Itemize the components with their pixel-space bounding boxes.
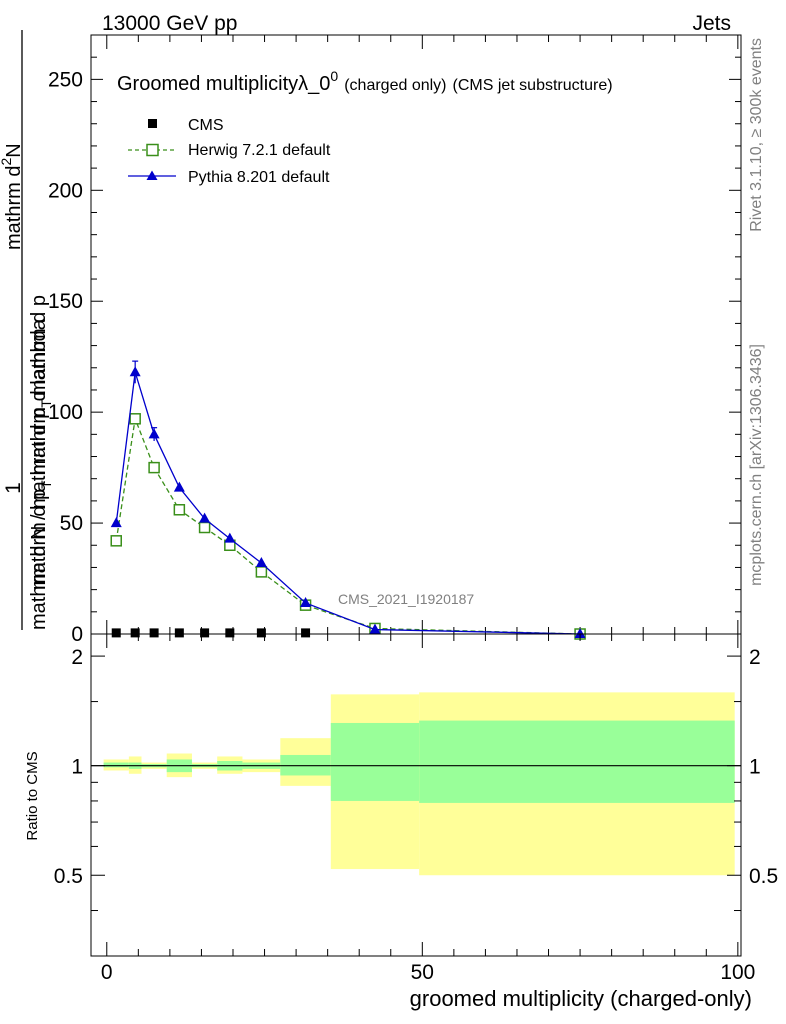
ratio-y-tick-label: 1 xyxy=(71,756,83,779)
cms-point xyxy=(200,628,210,638)
ylabel-denominator: mathrm d N / mathrm d pTmathrm d p xyxy=(28,295,54,630)
ratio-y-axis-label: Ratio to CMS xyxy=(24,751,41,840)
header-left: 13000 GeV pp xyxy=(102,12,237,35)
herwig-point xyxy=(198,521,211,534)
cms-point xyxy=(256,628,266,638)
pythia-point xyxy=(255,557,267,568)
ylabel-denom-b: mathrm d p xyxy=(28,295,50,396)
legend-herwig-label: Herwig 7.2.1 default xyxy=(188,142,331,159)
legend-cms-marker xyxy=(148,119,157,128)
legend: CMS Herwig 7.2.1 default Pythia 8.201 de… xyxy=(128,117,331,186)
mcplots-label: mcplots.cern.ch [arXiv:1306.3436] xyxy=(748,344,765,586)
herwig-point xyxy=(148,461,160,474)
ratio-y-tick-label-right: 0.5 xyxy=(749,865,778,888)
ratio-y-tick-label-right: 2 xyxy=(749,646,761,669)
ratio-y-tick-label: 0.5 xyxy=(54,865,83,888)
pythia-point xyxy=(199,512,211,523)
main-plot-panel: 0 50 100 150 200 250 CMS_2021_I1920187 Groome… xyxy=(0,30,742,646)
rivet-label: Rivet 3.1.10, ≥ 300k events xyxy=(748,38,765,232)
pythia-point xyxy=(148,428,160,439)
pythia-point xyxy=(110,517,122,528)
pythia-point xyxy=(300,596,312,607)
ylabel-denom-sub: T xyxy=(38,399,54,408)
main-y-tick-label: 150 xyxy=(48,290,83,313)
pythia-point xyxy=(173,481,185,492)
ratio-uncertainty-bands xyxy=(103,692,735,876)
ylabel-denom-a: mathrm d N / mathrm d p xyxy=(28,408,50,630)
cms-point xyxy=(174,628,184,638)
ratio-axis-ticks: 0.5 0.5 1 1 2 2 0 50 100 xyxy=(54,634,778,984)
main-y-tick-label: 100 xyxy=(48,401,83,424)
ylabel-numer-b: N xyxy=(3,143,25,157)
ylabel-numer-a: mathrm d xyxy=(3,166,25,250)
pythia-point xyxy=(224,532,236,543)
ratio-band-stat xyxy=(419,720,735,803)
main-axis-ticks: 0 50 100 150 200 250 xyxy=(48,34,741,646)
watermark: CMS_2021_I1920187 xyxy=(338,591,474,607)
chart-title-main: Groomed multiplicityλ_0 xyxy=(117,73,330,95)
main-y-tick-label: 250 xyxy=(48,68,83,91)
x-tick-label: 100 xyxy=(720,961,755,984)
header-right: Jets xyxy=(692,12,731,35)
pythia-point xyxy=(369,623,381,634)
ratio-frame xyxy=(90,633,742,957)
legend-pythia-marker xyxy=(146,170,158,180)
x-tick-label: 50 xyxy=(411,961,434,984)
series-line-2 xyxy=(115,372,581,635)
ylabel-one: 1 xyxy=(2,482,25,494)
chart-title-small: (charged only) xyxy=(344,77,446,94)
cms-point xyxy=(130,628,140,638)
main-y-tick-label: 0 xyxy=(71,623,83,646)
legend-pythia-label: Pythia 8.201 default xyxy=(188,169,330,186)
ylabel-numerator: mathrm d2N xyxy=(0,143,25,250)
ylabel-numerator-2: mathrm d pT mathrm d lambda xyxy=(28,318,54,590)
herwig-point xyxy=(110,535,122,547)
ylabel-numer2-a: mathrm d p xyxy=(28,489,50,590)
main-y-axis-label: 1 mathrm d N / mathrm d pTmathrm d p mat… xyxy=(0,30,54,630)
chart-title-suffix: (CMS jet substructure) xyxy=(453,77,613,94)
main-series-group xyxy=(110,360,586,640)
cms-point xyxy=(111,628,121,638)
ylabel-numer-sup: 2 xyxy=(0,158,14,166)
ratio-y-tick-label-right: 1 xyxy=(749,756,761,779)
legend-cms-label: CMS xyxy=(188,117,224,134)
ratio-band-stat xyxy=(330,722,420,801)
ratio-y-tick-label: 2 xyxy=(71,646,83,669)
ratio-plot-panel: 0.5 0.5 1 1 2 2 0 50 100 Ratio to CMS groomed mu… xyxy=(24,633,778,1011)
ratio-band-stat xyxy=(103,762,129,768)
legend-herwig-marker xyxy=(146,143,159,157)
chart-title-sup: 0 xyxy=(330,68,338,84)
chart-title: Groomed multiplicityλ_00 (charged only) (C… xyxy=(117,68,613,95)
pythia-point xyxy=(574,628,586,638)
cms-point xyxy=(149,628,159,638)
x-axis-label: groomed multiplicity (charged-only) xyxy=(410,986,752,1011)
ylabel-numer2-sub: T xyxy=(38,480,54,489)
x-tick-label: 0 xyxy=(101,961,113,984)
cms-point xyxy=(225,628,235,638)
herwig-point xyxy=(129,413,141,425)
cms-point xyxy=(301,628,311,638)
ylabel-numer2-b: mathrm d lambda xyxy=(28,318,50,480)
herwig-point xyxy=(255,566,268,578)
pythia-point xyxy=(129,366,141,377)
main-y-tick-label: 200 xyxy=(48,179,83,202)
main-y-tick-label: 50 xyxy=(60,512,83,535)
herwig-point xyxy=(173,504,186,516)
